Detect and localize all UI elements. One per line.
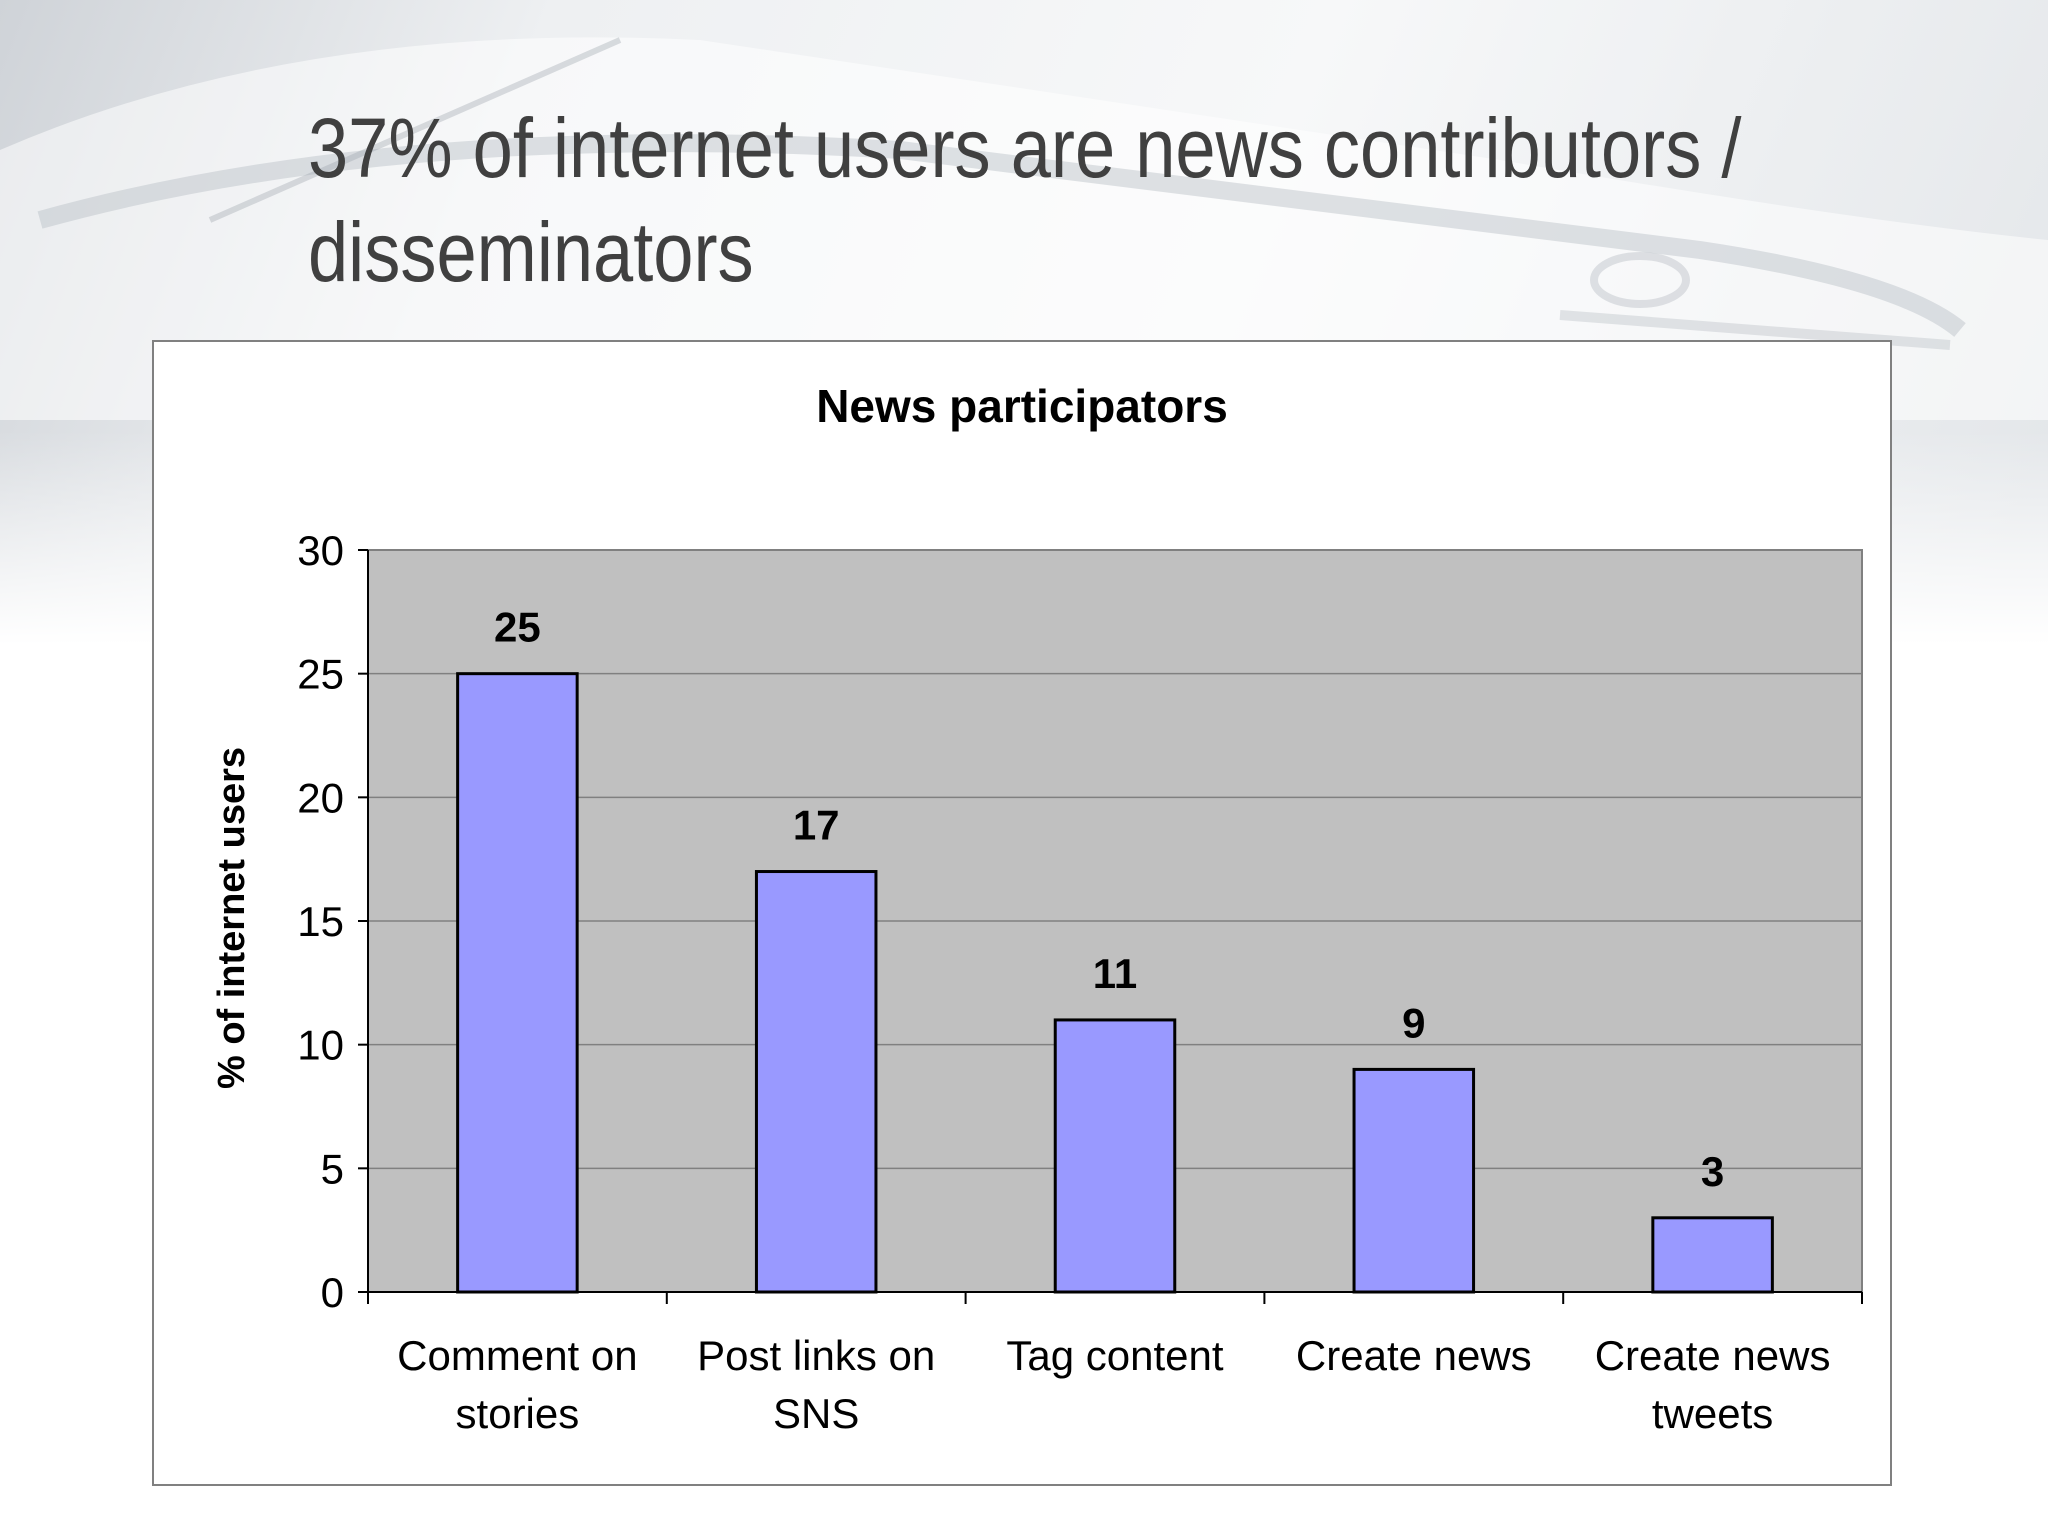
bar xyxy=(1053,1018,1177,1294)
data-label: 3 xyxy=(1701,1148,1724,1195)
x-tick-label: stories xyxy=(456,1390,580,1437)
x-tick-label: Tag content xyxy=(1006,1332,1223,1379)
y-tick-label: 0 xyxy=(321,1269,344,1316)
y-axis-label: % of internet users xyxy=(211,747,253,1089)
bar xyxy=(1651,1216,1774,1294)
plot-area: 0 5 10 15 20 25 30 25 Comment on stories 17 Post li… xyxy=(297,527,1863,1437)
x-tick-label: SNS xyxy=(773,1390,859,1437)
slide-title: 37% of internet users are news contribut… xyxy=(308,96,1742,304)
x-tick-label: Create news xyxy=(1595,1332,1831,1379)
y-tick-label: 5 xyxy=(321,1145,344,1192)
slide-title-line-1: 37% of internet users are news contribut… xyxy=(308,101,1742,195)
x-tick-label: Post links on xyxy=(697,1332,935,1379)
bar xyxy=(456,672,579,1294)
data-label: 9 xyxy=(1402,999,1425,1046)
y-tick-label: 15 xyxy=(297,898,344,945)
x-tick-label: Create news xyxy=(1296,1332,1532,1379)
chart-title: News participators xyxy=(816,380,1228,432)
slide-title-line-2: disseminators xyxy=(308,205,754,299)
x-tick-label: tweets xyxy=(1652,1390,1773,1437)
y-tick-label: 20 xyxy=(297,774,344,821)
bar xyxy=(754,870,878,1294)
bar-chart: News participators % of internet users 0… xyxy=(152,340,1892,1486)
y-tick-label: 25 xyxy=(297,651,344,698)
data-label: 25 xyxy=(494,604,541,651)
y-tick-label: 30 xyxy=(297,527,344,574)
x-tick-label: Comment on xyxy=(397,1332,637,1379)
y-tick-label: 10 xyxy=(297,1022,344,1069)
bar xyxy=(1352,1067,1476,1294)
data-label: 17 xyxy=(793,802,840,849)
data-label: 11 xyxy=(1093,950,1137,997)
